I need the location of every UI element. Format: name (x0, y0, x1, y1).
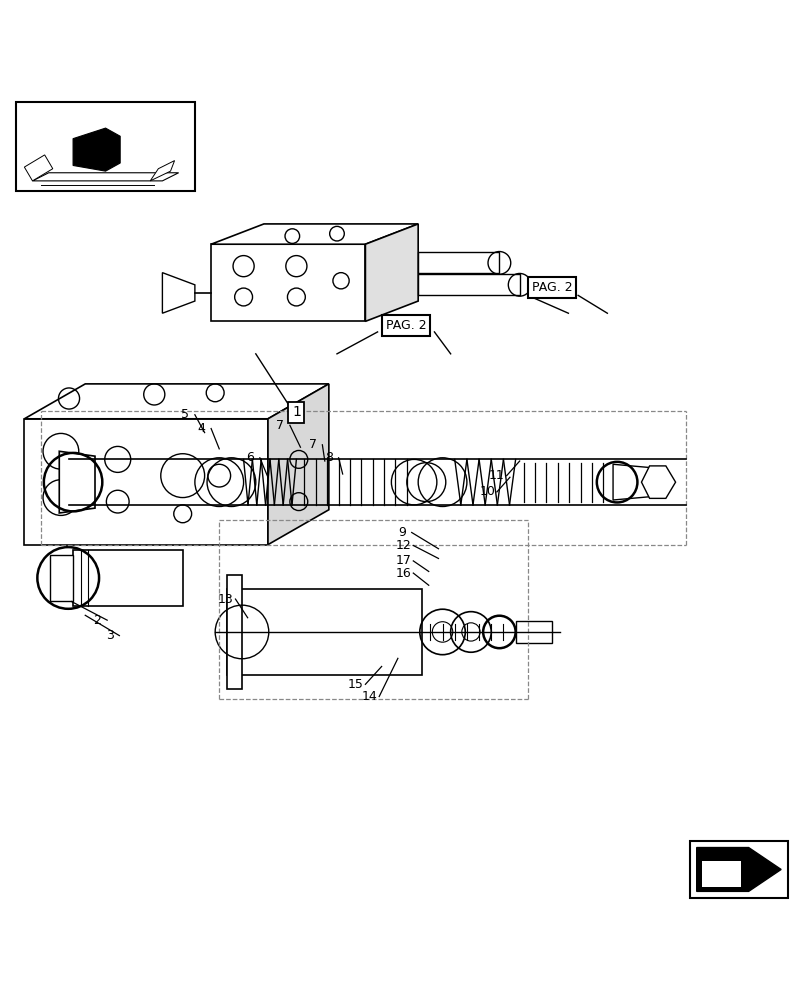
Polygon shape (73, 128, 120, 171)
Text: 8: 8 (324, 451, 333, 464)
Polygon shape (226, 575, 242, 689)
Text: 7: 7 (276, 419, 284, 432)
Text: 5: 5 (181, 408, 189, 421)
Text: 1: 1 (292, 405, 300, 419)
Text: 11: 11 (488, 469, 504, 482)
Polygon shape (641, 466, 675, 498)
Text: 4: 4 (197, 422, 205, 435)
Polygon shape (211, 244, 365, 321)
Polygon shape (612, 464, 649, 500)
Text: 16: 16 (395, 567, 411, 580)
Polygon shape (24, 384, 328, 419)
Text: PAG. 2: PAG. 2 (531, 281, 572, 294)
Text: 13: 13 (217, 593, 234, 606)
Polygon shape (696, 848, 780, 891)
Bar (73, 550, 182, 606)
Text: 7: 7 (308, 438, 316, 451)
Bar (227, 589, 422, 675)
Text: 14: 14 (361, 690, 377, 703)
Bar (418, 252, 499, 273)
Polygon shape (32, 173, 178, 181)
Bar (689, 841, 787, 898)
Polygon shape (365, 224, 418, 321)
Polygon shape (701, 861, 740, 887)
Polygon shape (162, 273, 195, 313)
Polygon shape (150, 161, 174, 181)
Text: 10: 10 (478, 485, 495, 498)
Bar (50, 555, 73, 601)
Text: 17: 17 (395, 554, 411, 567)
Text: 15: 15 (347, 678, 363, 691)
Text: PAG. 2: PAG. 2 (385, 319, 426, 332)
Polygon shape (24, 155, 53, 181)
Text: 2: 2 (93, 614, 101, 627)
Bar (16, 102, 195, 191)
Polygon shape (24, 419, 268, 545)
Text: 12: 12 (395, 539, 411, 552)
Text: 6: 6 (246, 451, 254, 464)
Polygon shape (59, 451, 95, 513)
Text: 9: 9 (397, 526, 406, 539)
Polygon shape (268, 384, 328, 545)
Bar (515, 621, 551, 643)
Polygon shape (211, 224, 418, 244)
Text: 3: 3 (105, 629, 114, 642)
Bar (418, 274, 519, 295)
